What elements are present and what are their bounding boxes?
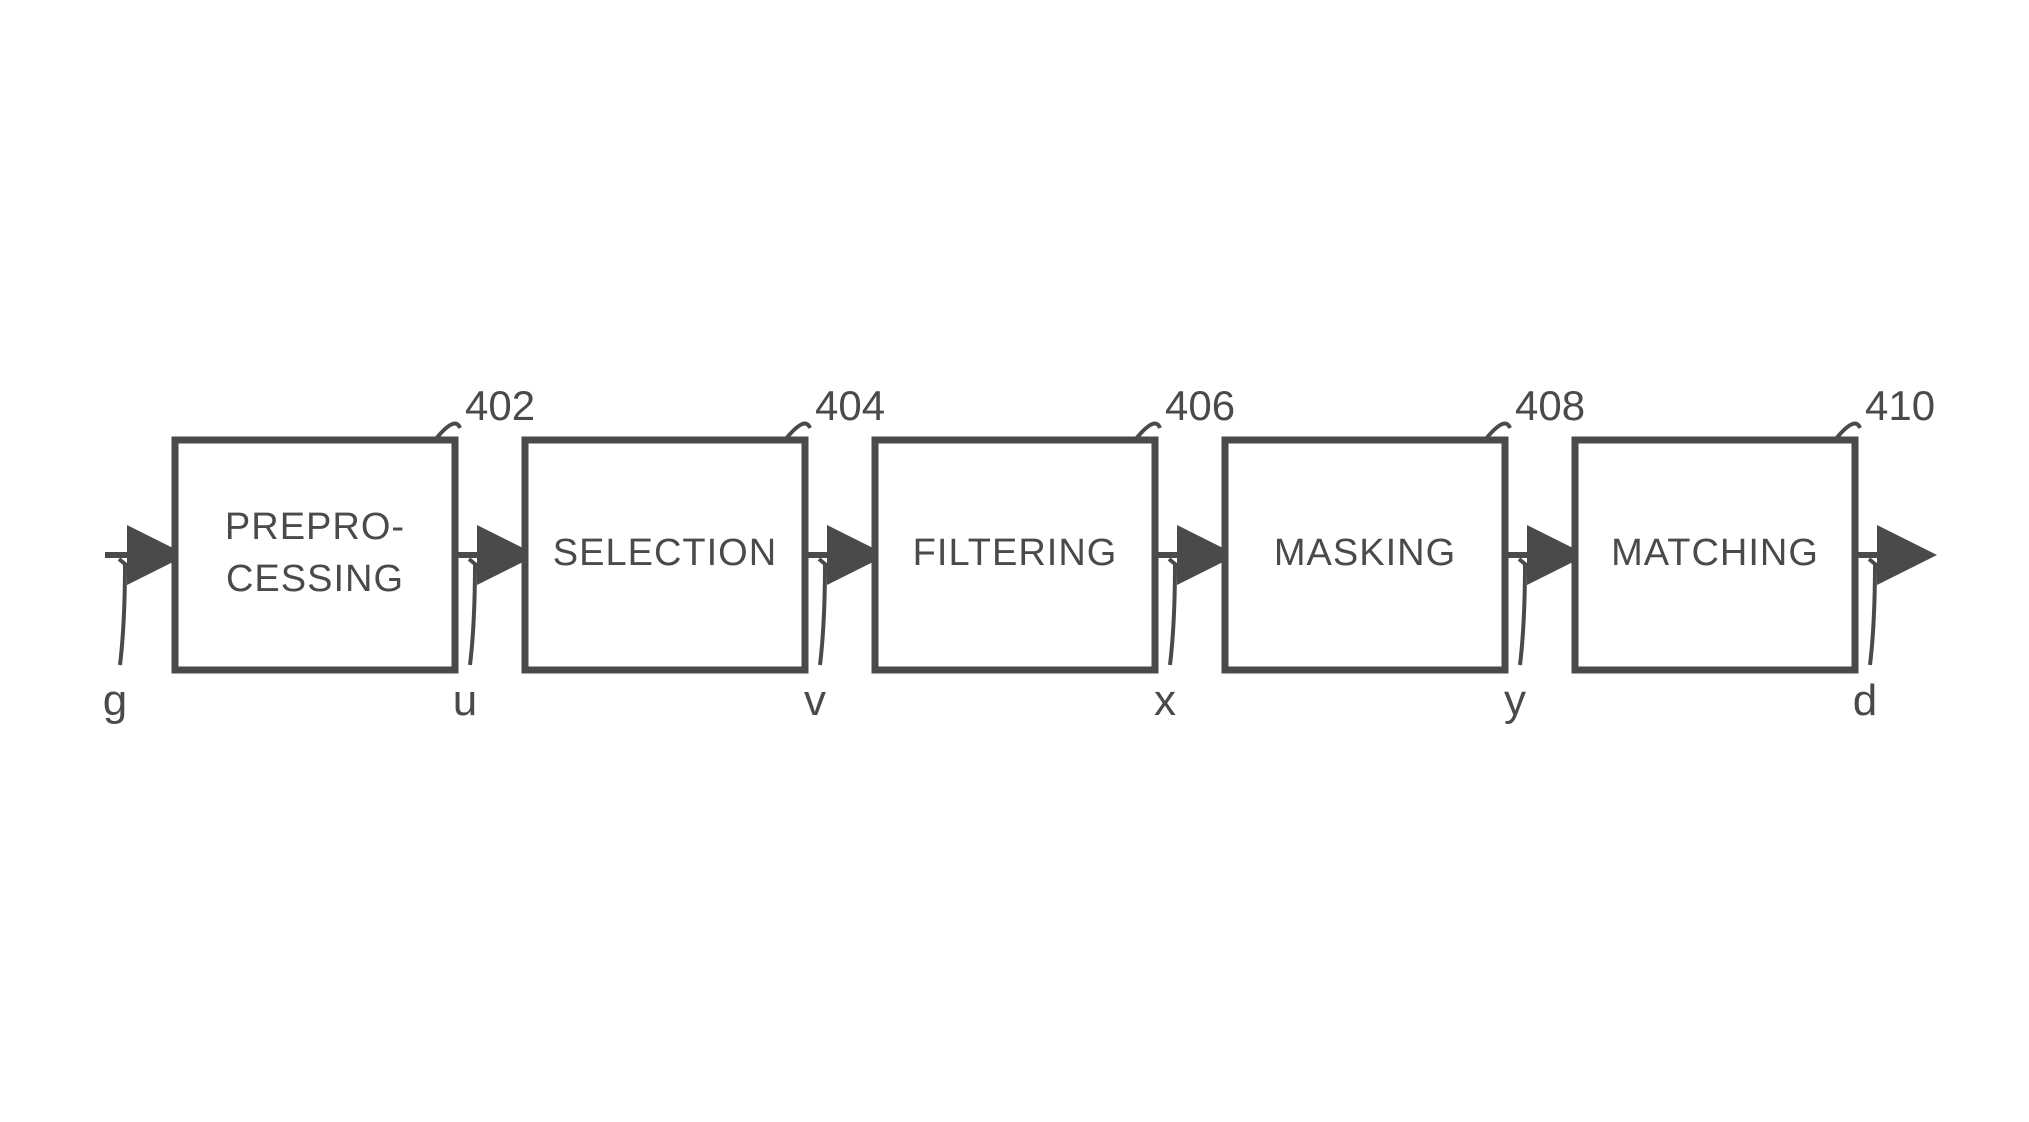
signal-label-g: g (103, 676, 127, 725)
ref-number-filtering: 406 (1165, 382, 1235, 429)
leader-v (820, 563, 825, 665)
block-label-matching: MATCHING (1611, 532, 1819, 574)
ref-number-selection: 404 (815, 382, 885, 429)
block-label-selection: SELECTION (553, 532, 777, 574)
block-label-preprocessing-line2: CESSING (226, 558, 404, 600)
ref-number-masking: 408 (1515, 382, 1585, 429)
block-label-filtering: FILTERING (913, 532, 1118, 574)
leader-g (120, 563, 125, 665)
block-label-preprocessing-line1: PREPRO- (225, 506, 405, 548)
signal-label-x: x (1154, 676, 1176, 725)
signal-label-v: v (804, 676, 826, 725)
signal-label-u: u (453, 676, 477, 725)
signal-label-y: y (1504, 676, 1526, 725)
block-label-masking: MASKING (1274, 532, 1456, 574)
block-preprocessing (175, 440, 455, 670)
leader-y (1520, 563, 1525, 665)
ref-number-preprocessing: 402 (465, 382, 535, 429)
leader-x (1170, 563, 1175, 665)
signal-label-d: d (1853, 676, 1877, 725)
leader-u (470, 563, 475, 665)
ref-number-matching: 410 (1865, 382, 1935, 429)
leader-d (1870, 563, 1875, 665)
block-diagram: g u v x y d PREPRO- CESSING 402 SELECTION 404 FILTE… (0, 0, 2029, 1122)
